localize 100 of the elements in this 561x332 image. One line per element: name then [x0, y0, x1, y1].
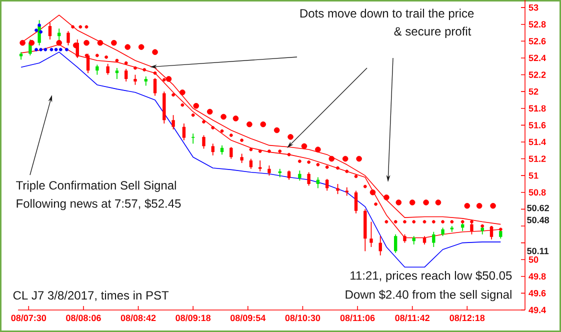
y-tick-label: 52.6: [528, 38, 546, 44]
point: [84, 40, 90, 46]
point: [409, 200, 416, 206]
point: [384, 194, 390, 200]
point: [28, 40, 35, 46]
text: 50.62: [527, 204, 549, 212]
point: [84, 54, 88, 58]
point: [104, 55, 108, 59]
point: [363, 184, 367, 188]
candlestick: [191, 133, 195, 144]
y-tick-label: 53: [528, 4, 538, 11]
point: [134, 66, 137, 70]
point: [38, 24, 42, 27]
y-tick-label: 49.8: [528, 273, 546, 280]
point: [260, 121, 266, 128]
point: [476, 202, 482, 209]
point: [124, 61, 128, 65]
point: [180, 103, 184, 107]
point: [44, 48, 48, 52]
candlestick: [432, 231, 436, 248]
point: [95, 54, 99, 58]
point: [274, 127, 280, 134]
candlestick: [202, 134, 206, 150]
point: [34, 28, 38, 32]
point: [394, 220, 398, 224]
candlestick: [96, 64, 99, 76]
candlestick: [298, 170, 302, 182]
point: [301, 143, 308, 150]
point: [166, 76, 172, 82]
point: [498, 228, 502, 232]
text: 50.48: [527, 216, 550, 224]
point: [246, 121, 252, 128]
y-tick-label: 50: [528, 256, 538, 263]
point: [268, 150, 271, 153]
point: [464, 202, 470, 209]
y-tick-label: 51.8: [528, 105, 546, 112]
point: [356, 156, 362, 162]
point: [84, 25, 88, 29]
candlestick: [470, 222, 474, 235]
point: [396, 200, 402, 206]
candlestick: [134, 74, 137, 86]
point: [316, 162, 320, 166]
point: [480, 224, 484, 228]
point: [287, 152, 291, 156]
point: [460, 220, 464, 224]
point: [56, 40, 62, 46]
y-tick-label: 52.4: [528, 54, 546, 62]
point: [435, 200, 442, 206]
x-tick-label: 08/11:42: [395, 314, 430, 322]
point: [71, 25, 75, 29]
candlestick: [211, 143, 214, 156]
point: [342, 156, 348, 162]
candlestick: [249, 158, 253, 170]
point: [124, 44, 131, 50]
point: [412, 220, 416, 224]
candlestick: [336, 184, 340, 195]
point: [152, 49, 158, 55]
point: [34, 48, 38, 52]
point: [202, 120, 206, 124]
point: [39, 30, 43, 34]
point: [403, 220, 406, 224]
y-tick-label: 52.8: [528, 21, 546, 28]
x-tick-label: 08/12:18: [450, 314, 485, 322]
point: [180, 90, 186, 96]
candlestick: [153, 78, 157, 96]
candlestick: [124, 68, 128, 82]
x-tick-label: 08/09:54: [230, 314, 266, 322]
annotation: & secure profit: [394, 26, 472, 38]
point: [422, 220, 426, 224]
point: [115, 58, 119, 62]
point: [65, 48, 68, 52]
point: [325, 165, 329, 169]
candlestick: [307, 172, 310, 186]
point: [423, 200, 429, 206]
y-tick-label: 51.6: [528, 122, 546, 128]
candlestick: [268, 165, 271, 176]
candlestick: [240, 153, 244, 164]
point: [490, 202, 496, 209]
y-tick-label: 51.4: [528, 138, 546, 146]
point: [432, 220, 436, 224]
point: [345, 170, 349, 174]
candlestick: [48, 22, 52, 40]
y-tick-label: 49.4: [528, 306, 546, 314]
candlestick: [287, 170, 291, 180]
point: [240, 138, 244, 142]
y-tick-label: 51: [528, 172, 538, 179]
point: [153, 71, 157, 75]
point: [193, 102, 200, 109]
text: 50.11: [527, 248, 549, 254]
point: [288, 134, 294, 140]
point: [384, 220, 388, 224]
candlestick: [106, 63, 110, 76]
point: [315, 146, 321, 152]
point: [441, 220, 444, 224]
candlestick: [230, 146, 233, 160]
point: [298, 160, 302, 163]
annotation: Down $2.40 from the sell signal: [346, 290, 512, 302]
candlestick: [66, 30, 70, 46]
point: [370, 189, 376, 196]
point: [206, 108, 213, 115]
